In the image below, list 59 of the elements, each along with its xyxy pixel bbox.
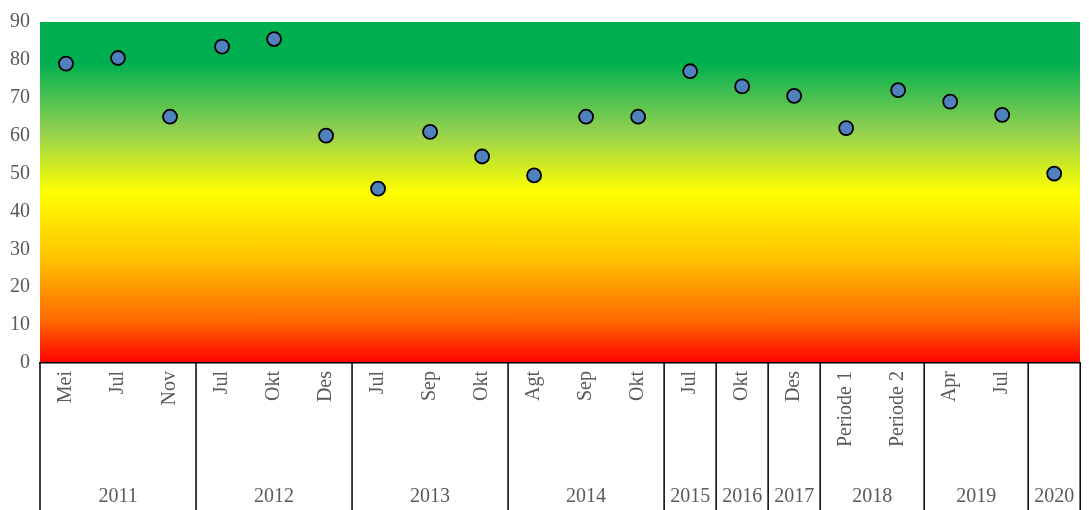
x-tick-label: Des bbox=[781, 370, 804, 403]
y-tick-label: 50 bbox=[10, 160, 30, 183]
x-tick-label: Periode 2 bbox=[885, 371, 908, 448]
x-tick-label: Nov bbox=[157, 371, 180, 406]
point bbox=[526, 167, 542, 184]
y-tick-label: 60 bbox=[10, 122, 30, 145]
y-tick-label: 80 bbox=[10, 47, 30, 70]
point bbox=[994, 106, 1011, 123]
x-tick-label: Apr bbox=[937, 370, 961, 403]
y-tick-label: 90 bbox=[10, 9, 30, 32]
point bbox=[942, 93, 959, 110]
x-tick-label: Jul bbox=[209, 370, 232, 395]
text: 2012 bbox=[254, 484, 295, 507]
x-tick-label: Periode 1 bbox=[833, 371, 856, 448]
text: 2019 bbox=[956, 484, 997, 507]
x-tick-label: Jul bbox=[105, 370, 128, 395]
text: 2015 bbox=[670, 484, 711, 507]
y-tick-label: 70 bbox=[10, 85, 30, 108]
x-tick-label: Mei bbox=[53, 370, 76, 404]
point bbox=[422, 123, 438, 140]
y-tick-label: 20 bbox=[10, 274, 30, 297]
point bbox=[682, 63, 699, 80]
x-tick-label: Okt bbox=[261, 370, 284, 401]
x-tick-label: Jul bbox=[365, 370, 388, 395]
text: 2018 bbox=[852, 484, 893, 507]
point bbox=[734, 78, 751, 95]
x-tick-label: Okt bbox=[729, 370, 752, 401]
point bbox=[58, 55, 74, 72]
y-tick-label: 30 bbox=[10, 236, 30, 259]
x-tick-label: Okt bbox=[469, 370, 492, 401]
point bbox=[786, 87, 803, 104]
point bbox=[1046, 165, 1063, 182]
text: 2011 bbox=[98, 484, 138, 507]
point bbox=[110, 50, 126, 66]
text: 2020 bbox=[1034, 484, 1075, 507]
x-tick-label: Sep bbox=[573, 371, 597, 401]
text: 2013 bbox=[410, 484, 451, 507]
point bbox=[838, 120, 855, 136]
point bbox=[370, 180, 386, 197]
point bbox=[890, 82, 907, 99]
y-tick-label: 10 bbox=[10, 312, 30, 335]
x-tick-label: Des bbox=[313, 370, 336, 403]
point bbox=[162, 108, 178, 125]
text: 2014 bbox=[566, 484, 607, 507]
point bbox=[474, 148, 490, 165]
x-tick-label: Okt bbox=[625, 370, 648, 401]
x-tick-label: Sep bbox=[417, 371, 441, 401]
x-tick-label: Jul bbox=[677, 370, 700, 395]
point bbox=[630, 108, 647, 125]
point bbox=[266, 31, 282, 47]
x-tick-label: Agt bbox=[521, 370, 545, 401]
point bbox=[214, 38, 230, 55]
point bbox=[318, 127, 334, 144]
text: 2017 bbox=[774, 484, 815, 507]
text: 2016 bbox=[722, 484, 763, 507]
y-tick-label: 0 bbox=[20, 350, 30, 373]
point bbox=[578, 108, 595, 125]
y-tick-label: 40 bbox=[10, 198, 30, 221]
x-tick-label: Jul bbox=[989, 370, 1012, 395]
